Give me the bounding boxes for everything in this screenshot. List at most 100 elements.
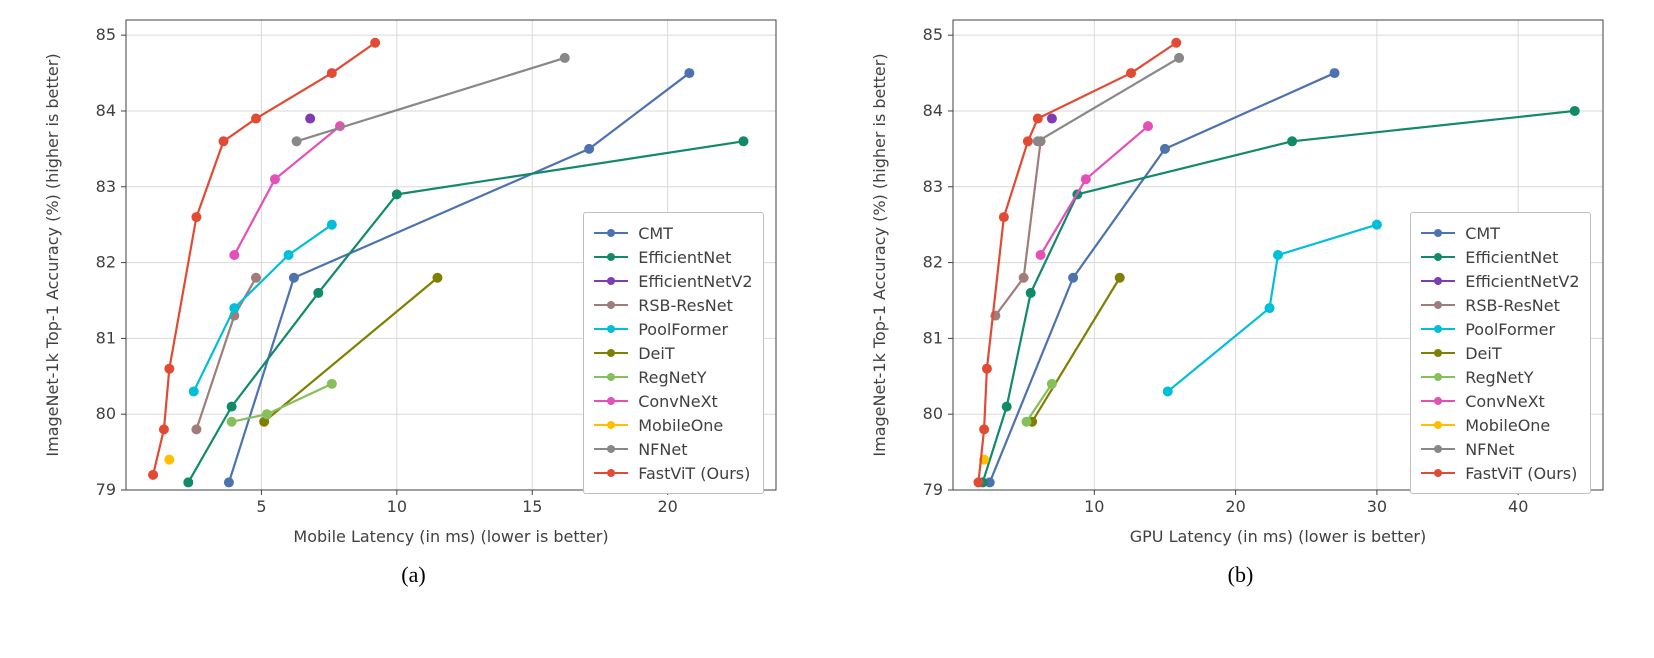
series-marker xyxy=(291,136,301,146)
legend: CMTEfficientNetEfficientNetV2RSB-ResNetP… xyxy=(1410,212,1590,494)
xtick-label: 20 xyxy=(657,497,677,516)
legend-label: RegNetY xyxy=(638,368,706,387)
ytick-label: 79 xyxy=(95,480,115,499)
legend-item: RSB-ResNet xyxy=(594,293,752,317)
plot-a: 510152079808182838485Mobile Latency (in … xyxy=(34,0,794,560)
xtick-label: 30 xyxy=(1366,497,1386,516)
legend-item: RegNetY xyxy=(1421,365,1579,389)
legend-item: PoolFormer xyxy=(594,317,752,341)
series-marker xyxy=(973,477,983,487)
legend-label: MobileOne xyxy=(1465,416,1550,435)
xtick-label: 40 xyxy=(1508,497,1528,516)
series-marker xyxy=(998,212,1008,222)
series-marker xyxy=(158,424,168,434)
legend-item: EfficientNet xyxy=(594,245,752,269)
plot-b: 1020304079808182838485GPU Latency (in ms… xyxy=(861,0,1621,560)
series-marker xyxy=(148,470,158,480)
series-marker xyxy=(229,303,239,313)
xlabel: Mobile Latency (in ms) (lower is better) xyxy=(293,527,608,546)
ytick-label: 81 xyxy=(95,328,115,347)
panel-b: 1020304079808182838485GPU Latency (in ms… xyxy=(827,0,1654,658)
series-marker xyxy=(1025,288,1035,298)
series-marker xyxy=(226,417,236,427)
legend-label: EfficientNet xyxy=(638,248,731,267)
series-marker xyxy=(288,273,298,283)
legend-label: CMT xyxy=(1465,224,1500,243)
legend-item: CMT xyxy=(594,221,752,245)
series-marker xyxy=(1080,174,1090,184)
series-marker xyxy=(1001,402,1011,412)
series-marker xyxy=(1114,273,1124,283)
series-marker xyxy=(269,174,279,184)
legend-label: EfficientNetV2 xyxy=(1465,272,1579,291)
series-marker xyxy=(183,477,193,487)
ytick-label: 85 xyxy=(922,25,942,44)
series-marker xyxy=(305,114,315,124)
subplot-label-a: (a) xyxy=(401,560,425,588)
series-marker xyxy=(1046,114,1056,124)
series-marker xyxy=(391,189,401,199)
legend-item: ConvNeXt xyxy=(1421,389,1579,413)
legend-label: RSB-ResNet xyxy=(638,296,733,315)
ytick-label: 82 xyxy=(95,253,115,272)
series-marker xyxy=(1273,250,1283,260)
legend-label: CMT xyxy=(638,224,673,243)
series-marker xyxy=(164,364,174,374)
legend-item: FastViT (Ours) xyxy=(1421,461,1579,485)
legend-label: DeiT xyxy=(638,344,674,363)
series-marker xyxy=(1021,417,1031,427)
ylabel: ImageNet-1k Top-1 Accuracy (%) (higher i… xyxy=(43,53,62,456)
series-marker xyxy=(326,379,336,389)
legend-label: EfficientNet xyxy=(1465,248,1558,267)
series-marker xyxy=(229,250,239,260)
legend-label: EfficientNetV2 xyxy=(638,272,752,291)
legend-item: EfficientNetV2 xyxy=(594,269,752,293)
ytick-label: 80 xyxy=(922,404,942,423)
series-marker xyxy=(191,424,201,434)
ytick-label: 84 xyxy=(95,101,115,120)
series-marker xyxy=(1264,303,1274,313)
series-marker xyxy=(1035,250,1045,260)
series-marker xyxy=(981,364,991,374)
series-marker xyxy=(218,136,228,146)
ytick-label: 81 xyxy=(922,328,942,347)
series-marker xyxy=(226,402,236,412)
series-marker xyxy=(251,273,261,283)
series-marker xyxy=(432,273,442,283)
series-marker xyxy=(251,114,261,124)
legend: CMT EfficientNet EfficientNetV2 RSB-ResNet P… xyxy=(583,212,763,494)
legend-item: MobileOne xyxy=(594,413,752,437)
series-marker xyxy=(1329,68,1339,78)
legend-label: PoolFormer xyxy=(638,320,728,339)
series-marker xyxy=(164,455,174,465)
series-marker xyxy=(1126,68,1136,78)
series-marker xyxy=(1032,136,1042,146)
legend-item: EfficientNet xyxy=(1421,245,1579,269)
series-marker xyxy=(1287,136,1297,146)
series-marker xyxy=(738,136,748,146)
xtick-label: 10 xyxy=(1084,497,1104,516)
series-marker xyxy=(313,288,323,298)
panel-a: 510152079808182838485Mobile Latency (in … xyxy=(0,0,827,658)
xlabel: GPU Latency (in ms) (lower is better) xyxy=(1129,527,1425,546)
legend-item: MobileOne xyxy=(1421,413,1579,437)
series-marker xyxy=(188,386,198,396)
legend-item: NFNet xyxy=(1421,437,1579,461)
series-marker xyxy=(1143,121,1153,131)
series-marker xyxy=(326,220,336,230)
ytick-label: 82 xyxy=(922,253,942,272)
series-marker xyxy=(1018,273,1028,283)
series-marker xyxy=(1032,114,1042,124)
legend-item: CMT xyxy=(1421,221,1579,245)
series-marker xyxy=(1171,38,1181,48)
xtick-label: 5 xyxy=(256,497,266,516)
series-marker xyxy=(584,144,594,154)
series-marker xyxy=(326,68,336,78)
legend-label: NFNet xyxy=(1465,440,1514,459)
legend-item: EfficientNetV2 xyxy=(1421,269,1579,293)
xtick-label: 20 xyxy=(1225,497,1245,516)
series-marker xyxy=(1022,136,1032,146)
ytick-label: 85 xyxy=(95,25,115,44)
ytick-label: 84 xyxy=(922,101,942,120)
legend-item: NFNet xyxy=(594,437,752,461)
